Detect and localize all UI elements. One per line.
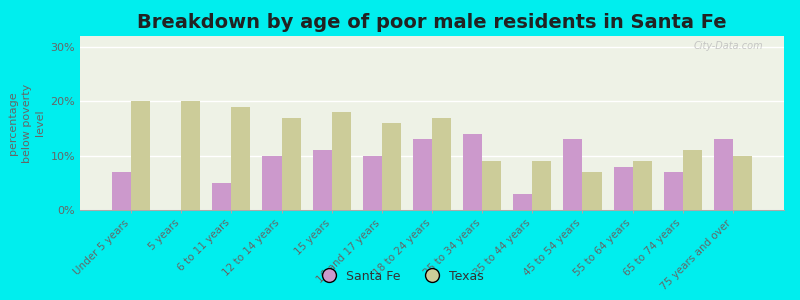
Bar bbox=[131, 101, 150, 210]
Bar bbox=[231, 107, 250, 210]
Bar bbox=[282, 118, 301, 210]
Text: City-Data.com: City-Data.com bbox=[694, 41, 763, 51]
Bar bbox=[212, 183, 231, 210]
Bar bbox=[382, 123, 401, 210]
Bar bbox=[514, 194, 532, 210]
Bar bbox=[633, 161, 652, 210]
Bar bbox=[432, 118, 451, 210]
Bar bbox=[332, 112, 350, 210]
Bar bbox=[733, 156, 752, 210]
Bar bbox=[413, 139, 432, 210]
Bar bbox=[463, 134, 482, 210]
Bar bbox=[582, 172, 602, 210]
Bar bbox=[262, 156, 282, 210]
Bar bbox=[182, 101, 200, 210]
Title: Breakdown by age of poor male residents in Santa Fe: Breakdown by age of poor male residents … bbox=[137, 13, 727, 32]
Bar bbox=[682, 150, 702, 210]
Bar bbox=[714, 139, 733, 210]
Bar bbox=[362, 156, 382, 210]
Bar bbox=[482, 161, 502, 210]
Bar bbox=[614, 167, 633, 210]
Bar bbox=[563, 139, 582, 210]
Bar bbox=[313, 150, 332, 210]
Legend: Santa Fe, Texas: Santa Fe, Texas bbox=[311, 265, 489, 288]
Bar bbox=[532, 161, 551, 210]
Bar bbox=[664, 172, 682, 210]
Bar bbox=[112, 172, 131, 210]
Y-axis label: percentage
below poverty
level: percentage below poverty level bbox=[9, 83, 45, 163]
